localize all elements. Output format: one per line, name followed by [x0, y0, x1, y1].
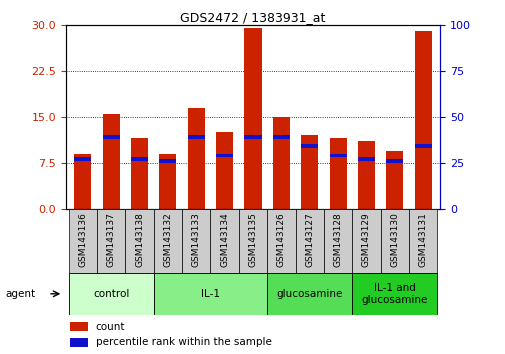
Bar — [267, 273, 351, 315]
Text: GSM143134: GSM143134 — [220, 212, 229, 267]
Text: glucosamine: glucosamine — [276, 289, 342, 299]
Bar — [69, 338, 88, 347]
Bar — [329, 138, 346, 209]
Bar — [154, 209, 182, 273]
Bar — [323, 209, 351, 273]
Bar — [216, 154, 233, 157]
Bar — [210, 209, 238, 273]
Bar — [300, 144, 318, 148]
Bar — [97, 209, 125, 273]
Text: GSM143130: GSM143130 — [389, 212, 398, 267]
Text: GSM143138: GSM143138 — [135, 212, 144, 267]
Bar — [125, 209, 154, 273]
Title: GDS2472 / 1383931_at: GDS2472 / 1383931_at — [180, 11, 325, 24]
Text: count: count — [95, 321, 125, 332]
Bar — [159, 154, 176, 209]
Text: IL-1 and
glucosamine: IL-1 and glucosamine — [361, 283, 427, 305]
Text: GSM143133: GSM143133 — [191, 212, 200, 267]
Text: control: control — [93, 289, 129, 299]
Text: GSM143137: GSM143137 — [107, 212, 116, 267]
Bar — [74, 154, 91, 209]
Bar — [295, 209, 323, 273]
Bar — [159, 159, 176, 163]
Bar — [357, 141, 374, 209]
Text: GSM143129: GSM143129 — [361, 212, 370, 267]
Bar — [154, 273, 267, 315]
Bar — [357, 157, 374, 161]
Bar — [408, 209, 436, 273]
Bar — [351, 209, 380, 273]
Text: percentile rank within the sample: percentile rank within the sample — [95, 337, 271, 348]
Bar — [69, 322, 88, 331]
Text: GSM143135: GSM143135 — [248, 212, 257, 267]
Bar — [103, 114, 120, 209]
Bar — [238, 209, 267, 273]
Text: GSM143136: GSM143136 — [78, 212, 87, 267]
Bar — [267, 209, 295, 273]
Bar — [244, 135, 261, 139]
Bar — [414, 144, 431, 148]
Text: IL-1: IL-1 — [200, 289, 220, 299]
Bar — [380, 209, 408, 273]
Text: GSM143132: GSM143132 — [163, 212, 172, 267]
Text: GSM143128: GSM143128 — [333, 212, 342, 267]
Bar — [103, 135, 120, 139]
Bar — [182, 209, 210, 273]
Bar — [74, 157, 91, 161]
Bar — [329, 154, 346, 157]
Text: GSM143131: GSM143131 — [418, 212, 427, 267]
Bar — [351, 273, 436, 315]
Bar — [272, 135, 289, 139]
Bar — [216, 132, 233, 209]
Bar — [300, 135, 318, 209]
Bar — [385, 150, 402, 209]
Bar — [69, 273, 154, 315]
Bar — [385, 159, 402, 163]
Bar — [414, 31, 431, 209]
Text: GSM143126: GSM143126 — [276, 212, 285, 267]
Bar — [244, 28, 261, 209]
Text: GSM143127: GSM143127 — [305, 212, 314, 267]
Bar — [187, 135, 205, 139]
Bar — [187, 108, 205, 209]
Bar — [69, 209, 97, 273]
Bar — [131, 157, 148, 161]
Text: agent: agent — [5, 289, 35, 299]
Bar — [272, 117, 289, 209]
Bar — [131, 138, 148, 209]
